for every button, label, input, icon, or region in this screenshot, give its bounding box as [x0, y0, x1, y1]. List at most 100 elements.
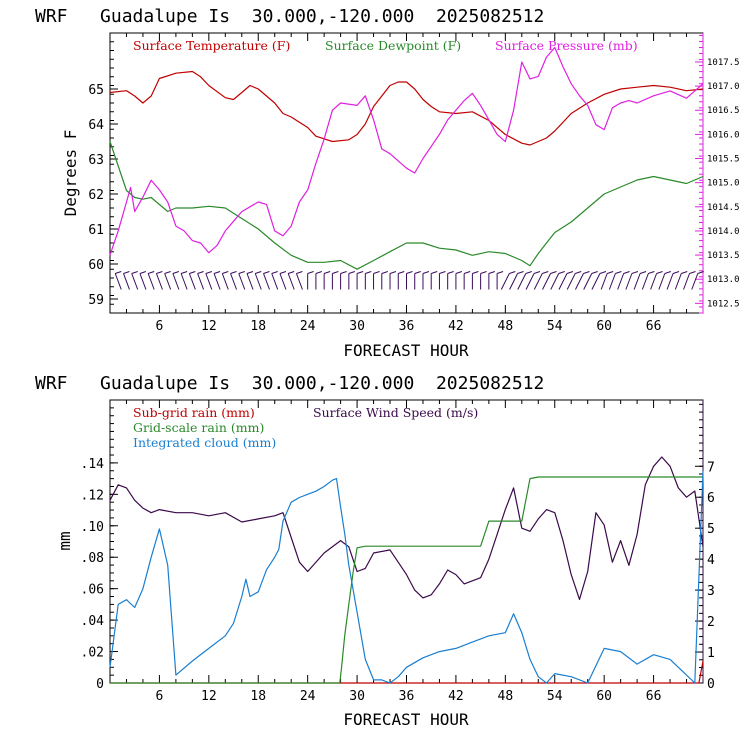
y2-tick-label: 2	[707, 615, 715, 630]
wind-barb	[517, 273, 527, 290]
wind-barb	[197, 273, 205, 290]
x-tick-label: 30	[349, 689, 365, 704]
wind-barb-feather	[697, 271, 704, 274]
wind-barb-feather	[189, 271, 196, 274]
wind-barb-feather	[496, 271, 504, 274]
temperature-line	[109, 70, 704, 146]
wind-barb-feather	[315, 271, 323, 274]
wind-barb-feather	[340, 271, 347, 274]
y-tick-label: .06	[81, 583, 104, 598]
wind-barb-feather	[307, 271, 314, 274]
wind-barb-feather	[246, 271, 254, 274]
wind-barb	[641, 273, 649, 290]
wind-barb-feather	[180, 271, 188, 274]
wind-barb-feather	[689, 271, 696, 274]
wind-barb-feather	[222, 271, 229, 274]
x-tick-label: 60	[596, 689, 612, 704]
y-tick-label: .10	[81, 520, 104, 535]
wind-barb-feather	[664, 271, 671, 274]
wind-barb-feather	[414, 271, 421, 274]
wind-barb-feather	[139, 271, 147, 274]
wind-barb	[254, 273, 262, 290]
wind-barb-feather	[623, 271, 630, 274]
wind-barb	[608, 273, 616, 290]
x-tick-label: 36	[399, 319, 415, 334]
legend-subgrid-rain: Sub-grid rain (mm)	[133, 405, 255, 420]
top-y-axis-label: Degrees F	[61, 130, 80, 217]
top-x-axis-ticks: 6 12 18 24 30 36 42 48 54 60 66	[125, 33, 688, 334]
y2-tick-label: 0	[707, 677, 715, 692]
wind-barb-feather	[517, 271, 524, 274]
bottom-panel: WRF Guadalupe Is 30.000,-120.000 2025082…	[35, 373, 715, 729]
wind-barb	[221, 273, 229, 290]
legend-surface-wind-speed: Surface Wind Speed (m/s)	[313, 405, 478, 420]
x-tick-label: 24	[300, 319, 316, 334]
wind-barb-feather	[639, 271, 647, 274]
y-tick-label: 0	[96, 677, 104, 692]
wind-barb	[287, 273, 295, 290]
y-tick-label: 59	[88, 293, 104, 308]
y2-tick-label: 1017.5	[707, 58, 740, 68]
wind-barbs	[114, 271, 704, 290]
y-tick-label: .02	[81, 646, 104, 661]
x-tick-label: 54	[547, 319, 563, 334]
y2-tick-label: 1016.5	[707, 106, 740, 116]
y2-tick-label: 4	[707, 553, 715, 568]
wind-barb	[188, 273, 196, 290]
y-tick-label: .04	[81, 614, 105, 629]
bottom-y-axis-label: mm	[55, 531, 74, 550]
x-tick-label: 48	[498, 689, 514, 704]
x-tick-label: 48	[498, 319, 514, 334]
dewpoint-line	[109, 141, 704, 270]
wind-barb-feather	[455, 271, 463, 274]
bottom-y2-axis-ticks: 0 1 2 3 4 5 6 7	[695, 403, 715, 692]
y-tick-label: .14	[81, 457, 105, 472]
wind-barb-feather	[583, 271, 590, 274]
y2-tick-label: 5	[707, 522, 715, 537]
wind-barb	[279, 273, 287, 290]
x-tick-label: 18	[250, 319, 266, 334]
wind-barb	[123, 273, 130, 290]
legend-grid-scale-rain: Grid-scale rain (mm)	[133, 420, 264, 435]
y2-tick-label: 1	[707, 646, 715, 661]
pressure-line	[109, 46, 704, 256]
wind-barb	[131, 273, 139, 290]
top-chart-title: WRF Guadalupe Is 30.000,-120.000 2025082…	[35, 6, 544, 27]
wind-barb	[500, 273, 510, 290]
wind-barb	[591, 273, 601, 290]
legend-surface-temperature: Surface Temperature (F)	[133, 38, 290, 53]
wind-barb-feather	[525, 271, 532, 274]
wind-barb-feather	[398, 271, 405, 274]
legend-integrated-cloud: Integrated cloud (mm)	[133, 435, 276, 450]
wind-barb-feather	[389, 271, 397, 274]
y2-tick-label: 3	[707, 584, 715, 599]
y2-tick-label: 1012.5	[707, 299, 740, 309]
wind-barb-feather	[542, 271, 549, 274]
wind-barb-feather	[480, 271, 487, 274]
y2-tick-label: 1015.0	[707, 179, 740, 189]
bottom-x-axis-ticks: 6 12 18 24 30 36 42 48 54 60 66	[125, 400, 688, 704]
wind-barb-feather	[533, 271, 541, 274]
y-tick-label: 63	[88, 153, 104, 168]
wind-speed-line	[109, 456, 704, 601]
wind-barb-feather	[607, 271, 614, 274]
wind-barb-feather	[263, 271, 270, 274]
wind-barb	[238, 273, 246, 290]
x-tick-label: 24	[300, 689, 316, 704]
wind-barb-feather	[356, 271, 364, 274]
wind-barb-feather	[115, 271, 122, 274]
y2-tick-label: 7	[707, 460, 715, 475]
y-tick-label: 60	[88, 258, 104, 273]
legend-surface-dewpoint: Surface Dewpoint (F)	[325, 38, 461, 53]
wind-barb	[263, 273, 270, 290]
top-plot-frame	[109, 32, 704, 314]
wind-barb	[246, 273, 254, 290]
wind-barb	[205, 273, 213, 290]
wind-barb-feather	[172, 271, 180, 274]
bottom-chart-title: WRF Guadalupe Is 30.000,-120.000 2025082…	[35, 373, 544, 394]
wind-barb	[164, 273, 172, 290]
y-tick-label: 61	[88, 223, 104, 238]
wind-barb	[172, 273, 180, 290]
y2-tick-label: 1014.0	[707, 227, 740, 237]
top-y2-axis-ticks: 1012.5 1013.0 1013.5 1014.0 1014.5 1015.0 1015…	[695, 34, 740, 314]
